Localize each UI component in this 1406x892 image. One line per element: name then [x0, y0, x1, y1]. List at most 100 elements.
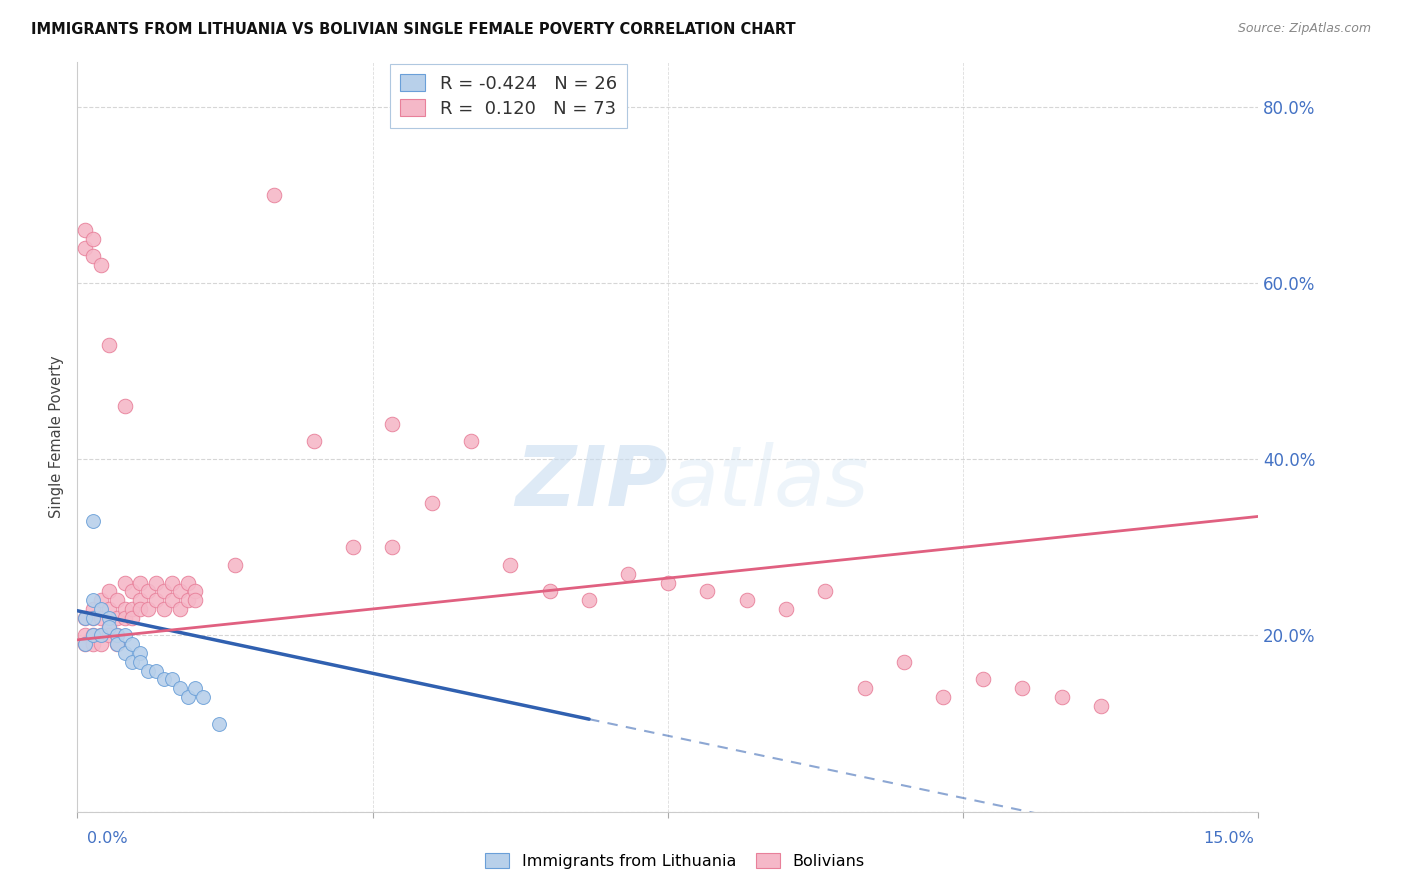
Point [97, 619, 120, 633]
Point [538, 584, 561, 599]
Point [97, 584, 120, 599]
Point [97, 602, 120, 616]
Point [114, 646, 136, 660]
Point [82, 637, 104, 651]
Point [153, 673, 176, 687]
Point [75, 223, 97, 237]
Text: atlas: atlas [668, 442, 869, 523]
Point [75, 241, 97, 255]
Point [1050, 690, 1073, 705]
Point [145, 593, 167, 607]
Point [184, 681, 207, 696]
Point [381, 417, 404, 431]
Point [153, 602, 176, 616]
Point [302, 434, 325, 449]
Point [184, 593, 207, 607]
Point [105, 637, 128, 651]
Y-axis label: Single Female Poverty: Single Female Poverty [49, 356, 65, 518]
Point [82, 611, 104, 625]
Point [893, 655, 915, 669]
Point [578, 593, 600, 607]
Point [97, 337, 120, 351]
Point [136, 602, 159, 616]
Point [145, 664, 167, 678]
Point [82, 593, 104, 607]
Point [121, 637, 143, 651]
Point [735, 593, 758, 607]
Point [75, 611, 97, 625]
Point [90, 637, 112, 651]
Point [105, 593, 128, 607]
Point [129, 602, 152, 616]
Point [121, 611, 143, 625]
Point [75, 637, 97, 651]
Point [775, 602, 797, 616]
Point [224, 558, 246, 572]
Point [136, 584, 159, 599]
Point [121, 655, 143, 669]
Point [82, 628, 104, 642]
Point [97, 619, 120, 633]
Point [169, 602, 191, 616]
Point [114, 628, 136, 642]
Legend: R = -0.424   N = 26, R =  0.120   N = 73: R = -0.424 N = 26, R = 0.120 N = 73 [389, 64, 627, 128]
Point [176, 690, 198, 705]
Point [114, 611, 136, 625]
Point [75, 637, 97, 651]
Point [90, 602, 112, 616]
Point [90, 258, 112, 272]
Point [814, 584, 837, 599]
Point [75, 611, 97, 625]
Point [97, 611, 120, 625]
Text: IMMIGRANTS FROM LITHUANIA VS BOLIVIAN SINGLE FEMALE POVERTY CORRELATION CHART: IMMIGRANTS FROM LITHUANIA VS BOLIVIAN SI… [31, 22, 796, 37]
Text: ZIP: ZIP [515, 442, 668, 523]
Point [853, 681, 876, 696]
Point [129, 646, 152, 660]
Point [1011, 681, 1033, 696]
Point [82, 232, 104, 246]
Point [82, 628, 104, 642]
Point [176, 593, 198, 607]
Point [114, 575, 136, 590]
Point [97, 628, 120, 642]
Point [160, 593, 183, 607]
Point [460, 434, 482, 449]
Point [169, 681, 191, 696]
Point [129, 575, 152, 590]
Point [90, 628, 112, 642]
Point [160, 575, 183, 590]
Legend: Immigrants from Lithuania, Bolivians: Immigrants from Lithuania, Bolivians [477, 845, 873, 877]
Point [90, 593, 112, 607]
Point [121, 584, 143, 599]
Point [136, 664, 159, 678]
Point [105, 628, 128, 642]
Point [932, 690, 955, 705]
Point [696, 584, 718, 599]
Point [381, 541, 404, 555]
Point [114, 399, 136, 413]
Point [145, 575, 167, 590]
Point [184, 584, 207, 599]
Point [160, 673, 183, 687]
Point [129, 655, 152, 669]
Point [75, 628, 97, 642]
Point [90, 628, 112, 642]
Point [105, 637, 128, 651]
Point [105, 611, 128, 625]
Text: Source: ZipAtlas.com: Source: ZipAtlas.com [1237, 22, 1371, 36]
Point [82, 602, 104, 616]
Point [153, 584, 176, 599]
Point [176, 575, 198, 590]
Point [420, 496, 443, 510]
Point [499, 558, 522, 572]
Text: 15.0%: 15.0% [1204, 831, 1254, 846]
Point [114, 602, 136, 616]
Point [121, 602, 143, 616]
Point [617, 566, 640, 581]
Point [105, 628, 128, 642]
Point [169, 584, 191, 599]
Point [972, 673, 994, 687]
Point [82, 514, 104, 528]
Point [82, 249, 104, 263]
Point [1090, 698, 1112, 713]
